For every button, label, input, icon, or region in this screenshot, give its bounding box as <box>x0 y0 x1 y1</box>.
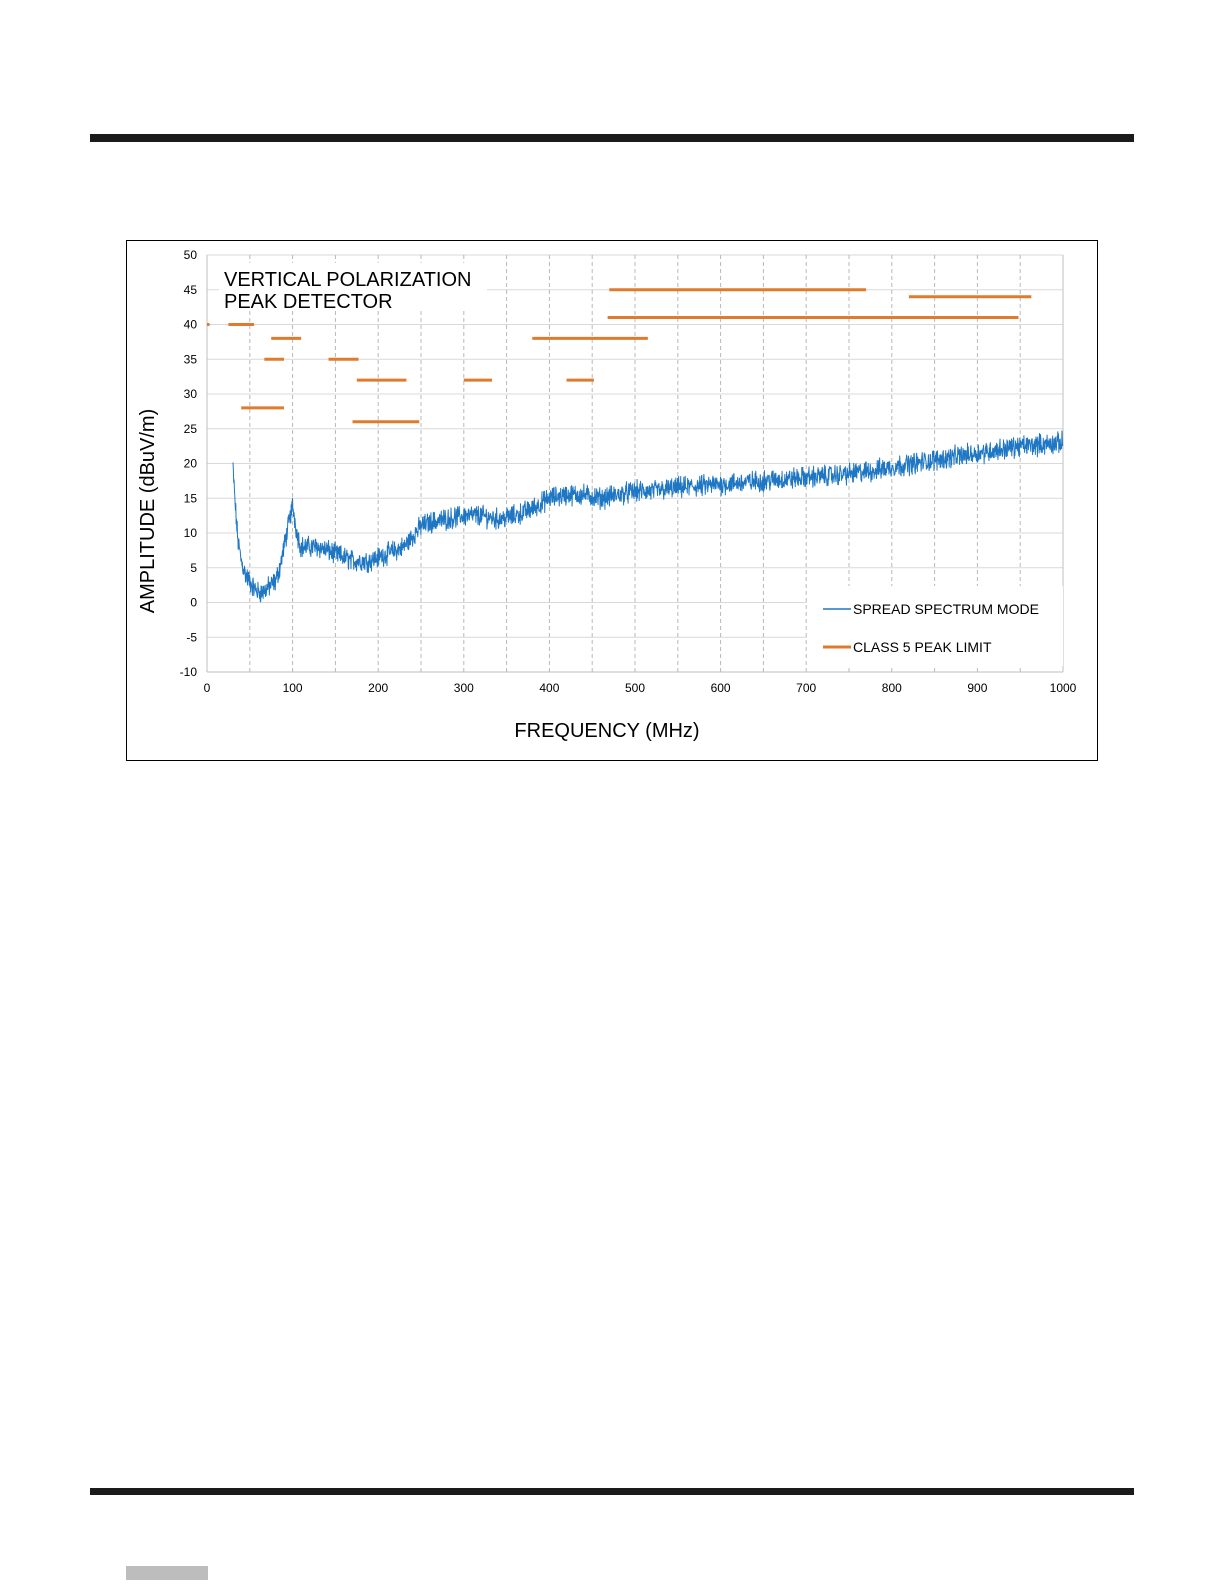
x-tick-label: 500 <box>625 681 645 695</box>
y-tick-label: 30 <box>184 387 198 401</box>
x-tick-label: 600 <box>711 681 731 695</box>
y-tick-label: 25 <box>184 422 198 436</box>
footer-rule <box>90 1488 1134 1495</box>
y-axis-label: AMPLITUDE (dBuV/m) <box>137 409 159 613</box>
page-tag <box>126 1566 208 1580</box>
y-tick-label: 5 <box>190 561 197 575</box>
y-tick-label: 45 <box>184 283 198 297</box>
y-tick-label: -5 <box>186 630 197 644</box>
x-tick-label: 300 <box>454 681 474 695</box>
header-rule <box>90 134 1134 142</box>
x-tick-label: 1000 <box>1050 681 1077 695</box>
legend: SPREAD SPECTRUM MODE CLASS 5 PEAK LIMIT <box>807 586 1063 666</box>
legend-box <box>807 586 1063 666</box>
y-tick-label: 35 <box>184 352 198 366</box>
x-tick-label: 800 <box>882 681 902 695</box>
y-tick-label: 15 <box>184 491 198 505</box>
y-tick-label: 0 <box>190 596 197 610</box>
chart-title-bg <box>219 263 487 311</box>
y-tick-label: -10 <box>180 665 198 679</box>
chart-title: VERTICAL POLARIZATION PEAK DETECTOR <box>219 263 487 313</box>
chart-frame: -10 -5 0 5 10 15 20 25 30 35 40 45 50 0 100 200 300 400 50… <box>126 240 1098 761</box>
chart-title-line-1: VERTICAL POLARIZATION <box>224 269 471 291</box>
spread-spectrum-trace <box>232 430 1064 603</box>
y-tick-label: 40 <box>184 318 198 332</box>
x-tick-label: 0 <box>204 681 211 695</box>
x-tick-label: 200 <box>368 681 388 695</box>
spread-series <box>232 430 1064 603</box>
x-tick-label: 700 <box>796 681 816 695</box>
y-tick-label: 20 <box>184 457 198 471</box>
x-tick-label: 400 <box>539 681 559 695</box>
chart-title-line-2: PEAK DETECTOR <box>224 291 393 313</box>
y-tick-label: 10 <box>184 526 198 540</box>
x-axis-label: FREQUENCY (MHz) <box>514 720 699 742</box>
limit-series <box>207 288 1032 424</box>
legend-label-spread: SPREAD SPECTRUM MODE <box>853 601 1039 617</box>
y-tick-label: 50 <box>184 248 198 262</box>
x-tick-label: 100 <box>283 681 303 695</box>
x-tick-label: 900 <box>967 681 987 695</box>
legend-label-limit: CLASS 5 PEAK LIMIT <box>853 639 992 655</box>
